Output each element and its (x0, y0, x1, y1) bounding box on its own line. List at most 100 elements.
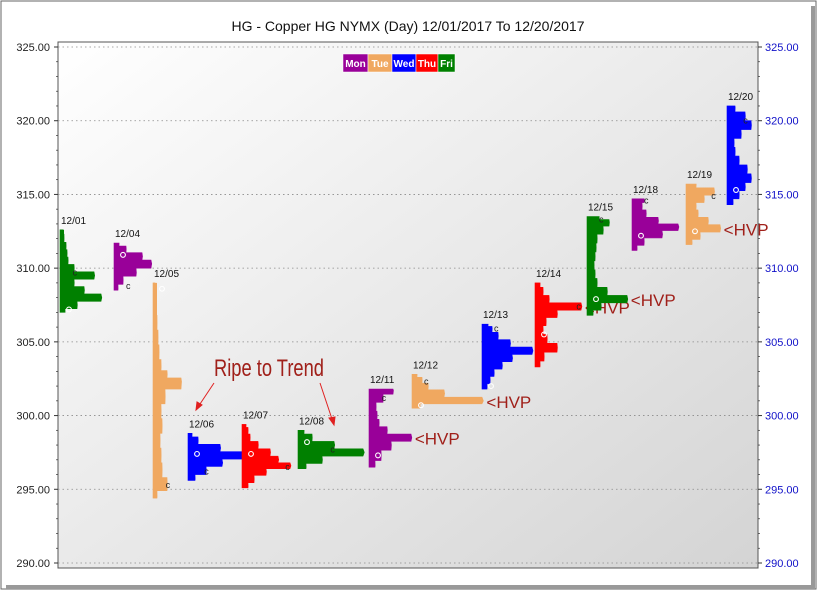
chart-title: HG - Copper HG NYMX (Day) 12/01/2017 To … (231, 18, 584, 34)
profile-range-bar (298, 430, 302, 469)
open-marker (541, 331, 547, 338)
y-tick-label-left: 290.00 (16, 558, 50, 570)
open-marker (194, 450, 200, 457)
legend: Mon Tue Wed Thu Fri (342, 53, 456, 73)
profiles: 12/01c12/04c12/05c12/06c12/07c12/08c12/1… (59, 92, 769, 499)
profile-shape (297, 430, 365, 469)
trend-annotation: Ripe to Trend (214, 355, 324, 382)
close-marker: c (644, 195, 649, 205)
y-tick-label-right: 290.00 (765, 558, 799, 570)
profile-12-13: 12/13 c (481, 310, 534, 390)
open-marker (66, 306, 72, 313)
session-date-label: 12/18 (633, 185, 658, 196)
open-marker (488, 383, 494, 390)
profile-12-11: 12/11 c <HVP (368, 375, 460, 468)
y-tick-label-left: 305.00 (16, 337, 50, 349)
close-marker: c (494, 324, 499, 334)
profile-range-bar (188, 433, 192, 481)
session-date-label: 12/04 (115, 229, 140, 240)
y-axis-right: 325.00 320.00 315.00 310.00 305.00 300.00 295.… (758, 42, 799, 570)
profile-12-07: 12/07 c (241, 410, 292, 489)
session-date-label: 12/13 (483, 310, 508, 321)
profile-shape (726, 105, 752, 206)
profile-shape (59, 229, 103, 313)
annotations: Ripe to Trend (195, 355, 336, 427)
profile-12-06: 12/06 c (187, 419, 246, 481)
session-date-label: 12/12 (413, 360, 438, 371)
close-marker: c (424, 377, 429, 387)
session-date-label: 12/19 (687, 170, 712, 181)
close-marker: c (285, 462, 290, 472)
legend-label-thu: Thu (418, 59, 436, 70)
session-date-label: 12/08 (299, 416, 324, 427)
profile-shape (368, 388, 413, 468)
profile-shape (534, 282, 583, 368)
open-marker (638, 232, 644, 239)
y-tick-label-right: 305.00 (765, 337, 799, 349)
close-marker: c (382, 393, 387, 403)
open-marker (375, 452, 381, 459)
profile-12-20: 12/20 c (726, 92, 753, 206)
hvp-label: <HVP (415, 430, 460, 449)
y-axis-left: 325.00 320.00 315.00 310.00 305.00 300.00 295.… (16, 42, 58, 570)
profile-shape (411, 373, 484, 409)
hvp-label: <HVP (631, 291, 676, 310)
close-marker: c (743, 116, 748, 126)
close-marker: c (166, 480, 171, 490)
trend-arrow-left (195, 382, 215, 412)
profile-range-bar (242, 424, 246, 488)
y-tick-label-right: 325.00 (765, 42, 799, 54)
profile-shape (481, 323, 534, 390)
open-marker (120, 251, 126, 258)
profile-shape (241, 424, 292, 489)
y-tick-label-left: 295.00 (16, 484, 50, 496)
profile-range-bar (369, 389, 373, 468)
session-date-label: 12/01 (61, 216, 86, 227)
profile-shape (113, 242, 153, 291)
close-marker: c (711, 191, 716, 201)
y-tick-label-right: 320.00 (765, 116, 799, 128)
session-date-label: 12/14 (536, 269, 561, 280)
profile-12-08: 12/08 c (297, 416, 365, 469)
legend-label-wed: Wed (394, 59, 415, 70)
y-tick-label-left: 315.00 (16, 189, 50, 201)
legend-label-fri: Fri (440, 59, 453, 70)
profile-range-bar (535, 282, 539, 367)
legend-label-tue: Tue (371, 59, 388, 70)
session-date-label: 12/07 (243, 410, 268, 421)
close-marker: c (204, 467, 209, 477)
y-tick-label-right: 315.00 (765, 189, 799, 201)
trend-arrow-right (319, 382, 336, 427)
profile-12-04: 12/04 c (113, 229, 153, 291)
profile-12-01: 12/01 c (59, 216, 103, 313)
frame-shadow (811, 6, 815, 589)
profile-range-bar (587, 216, 591, 316)
y-tick-label-right: 295.00 (765, 484, 799, 496)
session-date-label: 12/11 (370, 375, 395, 386)
session-date-label: 12/15 (588, 203, 613, 214)
plot-area (57, 41, 759, 569)
session-date-label: 12/06 (189, 419, 214, 430)
y-tick-label-left: 325.00 (16, 42, 50, 54)
profile-range-bar (686, 184, 690, 245)
profile-shape (586, 216, 629, 316)
legend-swatch-fri (437, 53, 456, 73)
open-marker (418, 402, 424, 409)
open-marker (593, 296, 599, 303)
profile-range-bar (114, 243, 118, 291)
hvp-label: <HVP (486, 393, 531, 412)
session-date-label: 12/05 (154, 269, 179, 280)
open-marker (733, 187, 739, 193)
profile-12-19: 12/19 c <HVP (685, 170, 769, 245)
close-marker: c (330, 444, 335, 454)
profile-range-bar (60, 229, 64, 313)
profile-12-05: 12/05 c (152, 269, 182, 499)
session-date-label: 12/20 (728, 92, 753, 103)
close-marker: c (599, 214, 604, 224)
profile-range-bar (727, 105, 731, 205)
profile-shape (631, 198, 680, 251)
profile-12-18: 12/18c (631, 185, 680, 251)
open-marker (159, 285, 165, 292)
profile-range-bar (632, 198, 636, 251)
